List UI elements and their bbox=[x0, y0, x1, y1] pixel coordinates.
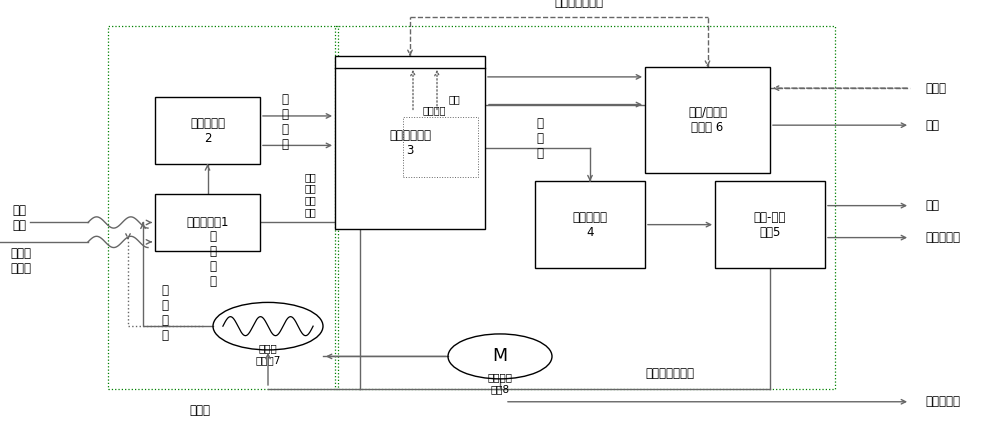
Text: 循
环
烟
气: 循 环 烟 气 bbox=[162, 284, 168, 342]
Text: 高
温
烟
气: 高 温 烟 气 bbox=[210, 230, 216, 288]
Text: 熄焦气: 熄焦气 bbox=[925, 82, 946, 95]
Text: 空气: 空气 bbox=[449, 94, 461, 105]
Text: 气固分离器
2: 气固分离器 2 bbox=[190, 117, 225, 145]
Bar bbox=[535, 181, 645, 268]
Bar bbox=[645, 67, 770, 173]
Text: 原料
粉煤: 原料 粉煤 bbox=[12, 204, 26, 232]
Text: 返回合成燃料气: 返回合成燃料气 bbox=[646, 367, 694, 380]
Text: 合成燃料气: 合成燃料气 bbox=[925, 231, 960, 244]
Bar bbox=[335, 56, 485, 229]
Bar bbox=[715, 181, 825, 268]
Text: 高温惰性熄焦气: 高温惰性熄焦气 bbox=[554, 0, 603, 9]
Text: 其它燃料: 其它燃料 bbox=[423, 105, 447, 115]
Text: 大颗粒
煤返回: 大颗粒 煤返回 bbox=[10, 248, 31, 275]
Text: 气体除尘器
4: 气体除尘器 4 bbox=[573, 211, 608, 238]
Text: M: M bbox=[492, 347, 508, 365]
Text: 洗涤-电捕
装置5: 洗涤-电捕 装置5 bbox=[754, 211, 786, 238]
Bar bbox=[155, 97, 260, 164]
Text: 湿法/干法熄
焦装置 6: 湿法/干法熄 焦装置 6 bbox=[688, 106, 727, 134]
Text: 返回气预
热器8: 返回气预 热器8 bbox=[488, 372, 512, 394]
Text: 废
热
烟
气: 废 热 烟 气 bbox=[282, 93, 289, 151]
Text: 废烟气: 废烟气 bbox=[190, 404, 210, 417]
Text: 返回气
再热器7: 返回气 再热器7 bbox=[255, 343, 281, 365]
Text: 焦油: 焦油 bbox=[925, 199, 939, 212]
Text: 气流干燥器1: 气流干燥器1 bbox=[186, 216, 229, 229]
Text: 微
粉
尘: 微 粉 尘 bbox=[536, 117, 544, 160]
Bar bbox=[402, 117, 478, 177]
Bar bbox=[155, 194, 260, 251]
Bar bbox=[335, 26, 835, 389]
Text: 半焦: 半焦 bbox=[925, 119, 939, 132]
Text: 合成
燃料
气去
燃烧: 合成 燃料 气去 燃烧 bbox=[304, 172, 316, 217]
Bar bbox=[108, 26, 338, 389]
Text: 废烟气外排: 废烟气外排 bbox=[925, 395, 960, 408]
Text: 间壁式反应器
3: 间壁式反应器 3 bbox=[389, 129, 431, 156]
